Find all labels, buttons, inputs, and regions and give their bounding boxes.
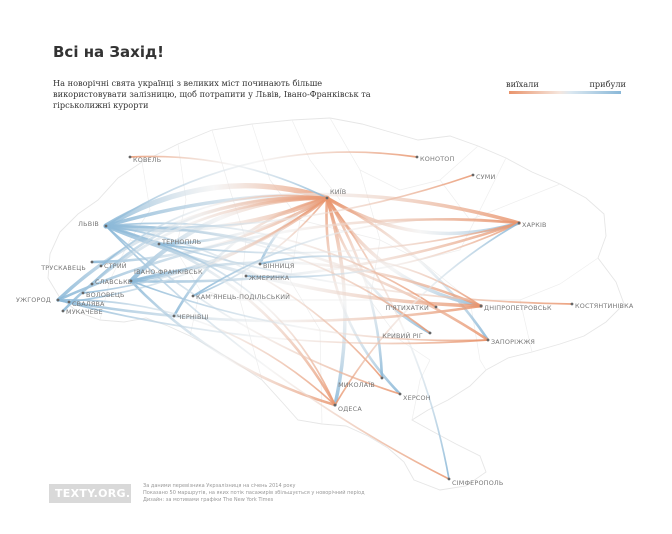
credit-line: Дизайн: за мотивами графіки The New York… [143, 497, 274, 503]
city-marker-mykolaiv[interactable] [380, 376, 384, 380]
city-label-uzhhorod: УЖГОРОД [16, 296, 51, 304]
city-label-simferopol: СІМФЕРОПОЛЬ [452, 479, 504, 487]
route-kyiv-zaporizhzhia[interactable] [325, 196, 490, 342]
city-label-sumy: СУМИ [476, 173, 495, 181]
city-marker-odesa[interactable] [333, 403, 337, 407]
city-marker-kamianets[interactable] [191, 294, 195, 298]
route-kharkiv-ivano_frankivsk[interactable] [129, 221, 521, 283]
route-kyiv-lviv[interactable] [103, 183, 330, 229]
city-marker-kharkiv[interactable] [517, 221, 521, 225]
page-title: Всі на Захід! [53, 43, 164, 61]
route-kherson-lviv[interactable] [105, 225, 401, 395]
credits: За даними перевізника Укрзалізниця на сі… [143, 483, 443, 504]
city-label-dnipropetrovsk: ДНІПРОПЕТРОВСЬК [484, 304, 552, 312]
texty-logo[interactable]: TEXTY.ORG.UA [49, 484, 148, 503]
city-marker-simferopol[interactable] [447, 477, 451, 481]
city-label-svaliava: СВАЛЯВА [72, 300, 105, 308]
city-label-truskavets: ТРУСКАВЕЦЬ [40, 264, 86, 272]
city-marker-mukachevo[interactable] [61, 309, 65, 313]
logo-text: TEXTY.ORG.UA [55, 487, 149, 500]
route-dnipropetrovsk-vinnytsia[interactable] [259, 255, 482, 307]
city-marker-chernivtsi[interactable] [172, 314, 176, 318]
route-pyatykhatky-lviv[interactable] [105, 222, 437, 308]
route-konotop-lviv[interactable] [105, 151, 418, 227]
city-label-kryvyi_rih: КРИВИЙ РІГ [382, 331, 423, 340]
legend-arrived-label: прибули [589, 79, 626, 89]
route-kharkiv-kamianets[interactable] [192, 218, 520, 297]
route-kyiv-simferopol[interactable] [326, 197, 450, 480]
cities-layer: КОВЕЛЬ КОНОТОП СУМИ КИЇВ ХАРКІВ ЛЬВІВ ТЕРНОПІЛ… [16, 155, 634, 487]
city-marker-zaporizhzhia[interactable] [486, 338, 490, 342]
city-marker-kherson[interactable] [398, 392, 402, 396]
city-label-zhmerynka: ЖМЕРИНКА [249, 274, 290, 282]
routes-layer [56, 151, 573, 480]
city-marker-pyatykhatky[interactable] [434, 305, 438, 309]
city-marker-konotop[interactable] [415, 155, 419, 159]
city-marker-dnipropetrovsk[interactable] [479, 304, 483, 308]
city-label-stryi: СТРИЙ [104, 261, 127, 270]
city-marker-uzhhorod[interactable] [56, 298, 60, 302]
credit-line: За даними перевізника Укрзалізниця на сі… [143, 483, 296, 489]
city-marker-ivano_frankivsk[interactable] [129, 279, 133, 283]
city-label-kyiv: КИЇВ [330, 187, 346, 196]
city-marker-svaliava[interactable] [67, 300, 71, 304]
city-label-slavske: СЛАВСЬКЕ [95, 278, 132, 286]
city-label-kharkiv: ХАРКІВ [522, 221, 547, 229]
route-zaporizhzhia-ivano_frankivsk[interactable] [130, 280, 489, 342]
city-label-lviv: ЛЬВІВ [78, 220, 99, 228]
city-marker-vinnytsia[interactable] [258, 262, 262, 266]
city-label-ivano_frankivsk: ІВАНО-ФРАНКІВСЬК [134, 268, 203, 276]
route-kyiv-slavske[interactable] [90, 196, 329, 286]
route-zaporizhzhia-uzhhorod[interactable] [57, 299, 489, 345]
route-dnipropetrovsk-ivano_frankivsk[interactable] [129, 260, 483, 308]
route-kharkiv-lviv[interactable] [104, 192, 521, 228]
flow-legend: виїхали прибули [506, 79, 626, 99]
route-kyiv-stryi[interactable] [100, 194, 328, 267]
city-marker-slavske[interactable] [90, 282, 94, 286]
city-label-kamianets: КАМ'ЯНЕЦЬ-ПОДІЛЬСЬКИЙ [196, 292, 290, 301]
route-kharkiv-ternopil[interactable] [158, 222, 520, 254]
city-marker-ternopil[interactable] [157, 242, 161, 246]
route-kyiv-svaliava[interactable] [68, 197, 328, 303]
city-label-ternopil: ТЕРНОПІЛЬ [161, 238, 201, 246]
route-kharkiv-zhmerynka[interactable] [245, 222, 520, 278]
route-mykolaiv-lviv[interactable] [105, 225, 383, 379]
city-label-vinnytsia: ВІННИЦЯ [263, 262, 294, 270]
city-marker-lviv[interactable] [104, 224, 108, 228]
route-kyiv-kamianets[interactable] [192, 197, 328, 297]
city-label-kostiantynivka: КОСТЯНТИНІВКА [575, 302, 634, 310]
city-label-kherson: ХЕРСОН [403, 394, 431, 402]
city-label-konotop: КОНОТОП [420, 155, 455, 163]
legend-departed-label: виїхали [506, 79, 539, 89]
city-label-chernivtsi: ЧЕРНІВЦІ [177, 313, 209, 321]
page-subtitle: На новорічні свята українці з великих мі… [53, 78, 371, 110]
city-marker-zhmerynka[interactable] [244, 274, 248, 278]
route-odesa-kharkiv[interactable] [334, 222, 520, 406]
city-label-kovel: КОВЕЛЬ [133, 156, 161, 164]
city-marker-kyiv[interactable] [325, 196, 329, 200]
city-marker-volovets[interactable] [81, 291, 85, 295]
city-marker-stryi[interactable] [99, 264, 103, 268]
route-odesa-ternopil[interactable] [158, 243, 336, 406]
route-kovel-kyiv[interactable] [129, 155, 328, 199]
city-marker-truskavets[interactable] [90, 260, 94, 264]
route-odesa-uzhhorod[interactable] [57, 299, 336, 406]
credit-line: Показано 50 маршрутів, на яких потік пас… [143, 490, 365, 496]
city-label-mykolaiv: МИКОЛАЇВ [338, 380, 375, 389]
city-marker-kryvyi_rih[interactable] [428, 331, 432, 335]
city-marker-kostiantynivka[interactable] [570, 302, 574, 306]
city-label-odesa: ОДЕСА [338, 405, 362, 413]
route-kyiv-kryvyi_rih[interactable] [325, 196, 432, 335]
city-label-pyatykhatky: П'ЯТИХАТКИ [385, 304, 429, 312]
route-kyiv-vinnytsia[interactable] [258, 196, 329, 266]
city-marker-kovel[interactable] [128, 155, 132, 159]
route-simferopol-lviv[interactable] [105, 225, 450, 480]
legend-gradient-bar [509, 91, 621, 94]
city-label-volovets: ВОЛОВЕЦЬ [86, 291, 125, 299]
city-marker-sumy[interactable] [471, 173, 475, 177]
city-label-zaporizhzhia: ЗАПОРІЖЖЯ [491, 338, 535, 346]
city-label-mukachevo: МУКАЧЕВЕ [66, 308, 103, 316]
